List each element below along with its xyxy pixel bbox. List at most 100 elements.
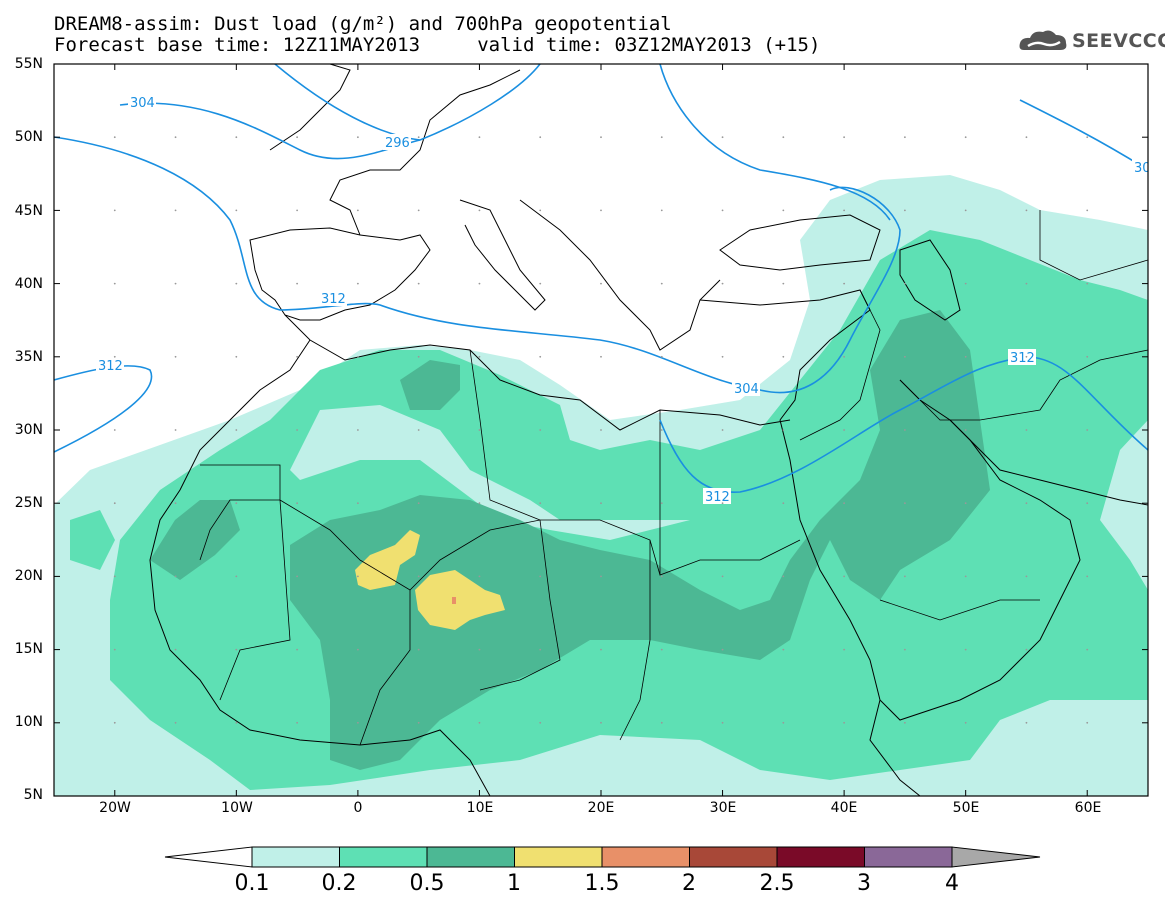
grid-dot bbox=[660, 721, 663, 724]
grid-dot bbox=[903, 282, 906, 285]
grid-dot bbox=[174, 648, 177, 651]
grid-dot bbox=[478, 429, 481, 431]
colorbar-tick-2: 2 bbox=[682, 871, 696, 896]
grid-dot bbox=[417, 502, 420, 505]
colorbar-tick-1.5: 1.5 bbox=[584, 871, 620, 896]
grid-dot bbox=[721, 648, 724, 651]
grid-dot bbox=[1025, 136, 1028, 139]
grid-dot bbox=[539, 136, 542, 139]
grid-dot bbox=[478, 355, 481, 358]
contour-label-312-iran: 312 bbox=[1010, 351, 1035, 366]
grid-dot bbox=[843, 575, 846, 578]
lon-label-10e: 10E bbox=[466, 800, 494, 816]
colorbar-tick-2.5: 2.5 bbox=[759, 871, 795, 896]
grid-dot bbox=[356, 209, 359, 212]
grid-dot bbox=[1025, 721, 1028, 724]
grid-dot bbox=[113, 502, 116, 505]
grid-dot bbox=[235, 575, 238, 578]
lon-label-10w: 10W bbox=[221, 800, 253, 816]
grid-dot bbox=[721, 429, 724, 431]
grid-dot bbox=[1086, 721, 1089, 724]
contour-label-304-egypt: 304 bbox=[734, 382, 759, 397]
grid-dot bbox=[296, 575, 299, 578]
grid-dot bbox=[600, 355, 602, 358]
grid-dot bbox=[539, 429, 542, 431]
grid-dot bbox=[1025, 209, 1028, 212]
grid-dot bbox=[721, 721, 724, 724]
grid-dot bbox=[296, 282, 299, 285]
contour-label-312-iberia: 312 bbox=[321, 292, 346, 307]
grid-dot bbox=[600, 429, 602, 431]
grid-dot bbox=[539, 721, 542, 724]
contour-label-296: 296 bbox=[385, 136, 410, 151]
lon-label-0: 0 bbox=[353, 800, 363, 816]
contour-label-304-nw: 304 bbox=[130, 96, 155, 111]
grid-dot bbox=[782, 648, 785, 651]
grid-dot bbox=[174, 355, 177, 358]
lat-label-25n: 25N bbox=[14, 495, 43, 511]
grid-dot bbox=[539, 209, 542, 212]
grid-dots bbox=[113, 136, 1089, 724]
grid-dot bbox=[356, 721, 359, 724]
map-title-line2: Forecast base time: 12Z11MAY2013 valid t… bbox=[54, 34, 821, 56]
cloud-logo-icon bbox=[1019, 30, 1067, 50]
lat-label-10n: 10N bbox=[14, 714, 43, 730]
grid-dot bbox=[478, 282, 481, 285]
grid-dot bbox=[843, 429, 846, 431]
grid-dot bbox=[660, 136, 663, 139]
grid-dot bbox=[1025, 648, 1028, 651]
grid-dot bbox=[417, 136, 420, 139]
grid-dot bbox=[296, 648, 299, 651]
colorbar-swatch bbox=[251, 846, 340, 868]
grid-dot bbox=[113, 355, 116, 358]
grid-dot bbox=[113, 575, 116, 578]
lon-label-30e: 30E bbox=[709, 800, 737, 816]
grid-dot bbox=[356, 282, 359, 285]
grid-dot bbox=[964, 355, 967, 358]
grid-dot bbox=[1086, 209, 1089, 212]
colorbar-tick-4: 4 bbox=[945, 871, 959, 896]
grid-dot bbox=[478, 502, 481, 505]
grid-dot bbox=[296, 209, 299, 212]
grid-dot bbox=[843, 648, 846, 651]
grid-dot bbox=[721, 575, 724, 578]
grid-dot bbox=[903, 209, 906, 212]
grid-dot bbox=[660, 648, 663, 651]
grid-dot bbox=[356, 136, 359, 139]
grid-dot bbox=[964, 502, 967, 505]
lon-label-20e: 20E bbox=[587, 800, 615, 816]
grid-dot bbox=[296, 355, 299, 358]
grid-dot bbox=[843, 355, 846, 358]
grid-dot bbox=[660, 209, 663, 212]
grid-dot bbox=[721, 136, 724, 139]
grid-dot bbox=[903, 721, 906, 724]
grid-dot bbox=[600, 136, 602, 139]
grid-dot bbox=[1086, 282, 1089, 285]
grid-dot bbox=[113, 282, 116, 285]
colorbar-swatch bbox=[776, 846, 865, 868]
geopotential-contours bbox=[54, 64, 1148, 493]
grid-dot bbox=[174, 502, 177, 505]
lat-label-55n: 55N bbox=[14, 56, 43, 72]
contour-labels: 304 296 312 312 304 312 312 30 bbox=[96, 94, 1148, 505]
grid-dot bbox=[903, 575, 906, 578]
grid-dot bbox=[1086, 575, 1089, 578]
grid-dot bbox=[478, 721, 481, 724]
grid-dot bbox=[478, 209, 481, 212]
grid-dot bbox=[721, 502, 724, 505]
grid-dot bbox=[843, 282, 846, 285]
grid-dot bbox=[235, 502, 238, 505]
grid-dot bbox=[1086, 429, 1089, 431]
grid-dot bbox=[235, 355, 238, 358]
dust-layer-1 bbox=[355, 530, 505, 630]
grid-dot bbox=[235, 721, 238, 724]
grid-dot bbox=[964, 282, 967, 285]
dust-layer-1.5 bbox=[452, 597, 456, 604]
lat-label-30n: 30N bbox=[14, 422, 43, 438]
grid-dot bbox=[174, 282, 177, 285]
dust-layer-0.5 bbox=[150, 310, 990, 770]
grid-dot bbox=[903, 355, 906, 358]
grid-dot bbox=[1086, 136, 1089, 139]
grid-dot bbox=[478, 136, 481, 139]
colorbar-swatch bbox=[514, 846, 603, 868]
